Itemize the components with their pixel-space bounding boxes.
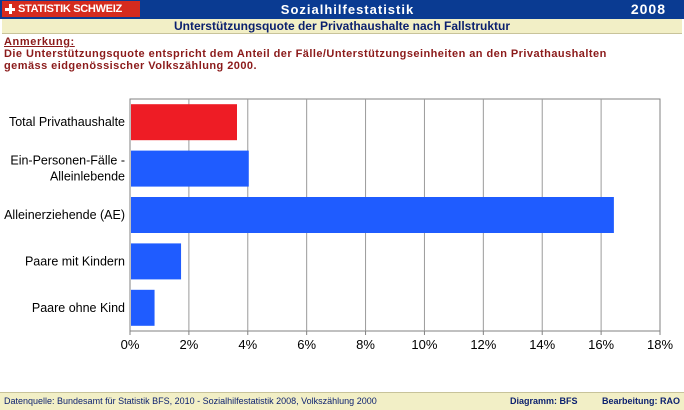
category-label-line: Total Privathaushalte	[9, 115, 125, 129]
category-label-line: Paare ohne Kind	[32, 301, 125, 315]
category-label: Total Privathaushalte	[9, 115, 125, 129]
note-title: Anmerkung:	[4, 36, 75, 48]
chart: 0% 2% 4% 6% 8% 10% 12% 14% 16% 18% Total Privathau…	[0, 90, 684, 375]
x-tick-label: 6%	[297, 337, 316, 352]
note-line-1: Die Unterstützungsquote entspricht dem A…	[4, 48, 607, 60]
x-tick-label: 8%	[356, 337, 375, 352]
editing-credit: Bearbeitung: RAO	[601, 396, 680, 406]
logo: STATISTIK SCHWEIZ	[2, 1, 140, 17]
year-label: 2008	[630, 1, 666, 17]
note-block: Anmerkung: Die Unterstützungsquote entsp…	[4, 36, 680, 72]
x-tick-label: 4%	[238, 337, 257, 352]
x-tick-label: 18%	[647, 337, 673, 352]
swiss-cross-icon	[5, 4, 15, 14]
diagram-credit: Diagramm: BFS	[509, 396, 578, 406]
category-label: Paare ohne Kind	[32, 301, 125, 315]
chart-subtitle: Unterstützungsquote der Privathaushalte …	[173, 19, 511, 33]
category-label: Ein-Personen-Fälle - Alleinlebende	[10, 154, 125, 184]
x-tick-label: 12%	[470, 337, 496, 352]
bar	[131, 289, 155, 326]
bar	[131, 197, 614, 233]
x-tick-label: 2%	[179, 337, 198, 352]
category-label-line: Alleinlebende	[50, 170, 125, 184]
footer-bar: Datenquelle: Bundesamt für Statistik BFS…	[0, 392, 684, 410]
bar	[131, 104, 237, 141]
subtitle-bar: Unterstützungsquote der Privathaushalte …	[2, 19, 682, 34]
app-title: Sozialhilfestatistik	[280, 2, 415, 17]
category-label: Alleinerziehende (AE)	[4, 208, 125, 222]
bar	[131, 243, 182, 280]
x-tick-label: 0%	[121, 337, 140, 352]
bar	[131, 150, 249, 187]
logo-text: STATISTIK SCHWEIZ	[18, 3, 122, 15]
data-source: Datenquelle: Bundesamt für Statistik BFS…	[4, 396, 377, 406]
category-label-line: Ein-Personen-Fälle -	[10, 154, 125, 168]
note-line-2: gemäss eidgenössischer Volkszählung 2000…	[4, 60, 258, 72]
bar-chart: 0% 2% 4% 6% 8% 10% 12% 14% 16% 18% Total Privathau…	[4, 98, 673, 352]
category-label-line: Paare mit Kindern	[25, 254, 125, 268]
x-tick-label: 16%	[588, 337, 614, 352]
credits: Diagramm: BFS Bearbeitung: RAO	[488, 396, 680, 406]
x-tick-label: 10%	[411, 337, 437, 352]
x-tick-label: 14%	[529, 337, 555, 352]
category-label-line: Alleinerziehende (AE)	[4, 208, 125, 222]
category-label: Paare mit Kindern	[25, 254, 125, 268]
header-bar: STATISTIK SCHWEIZ Sozialhilfestatistik 2…	[0, 0, 684, 19]
